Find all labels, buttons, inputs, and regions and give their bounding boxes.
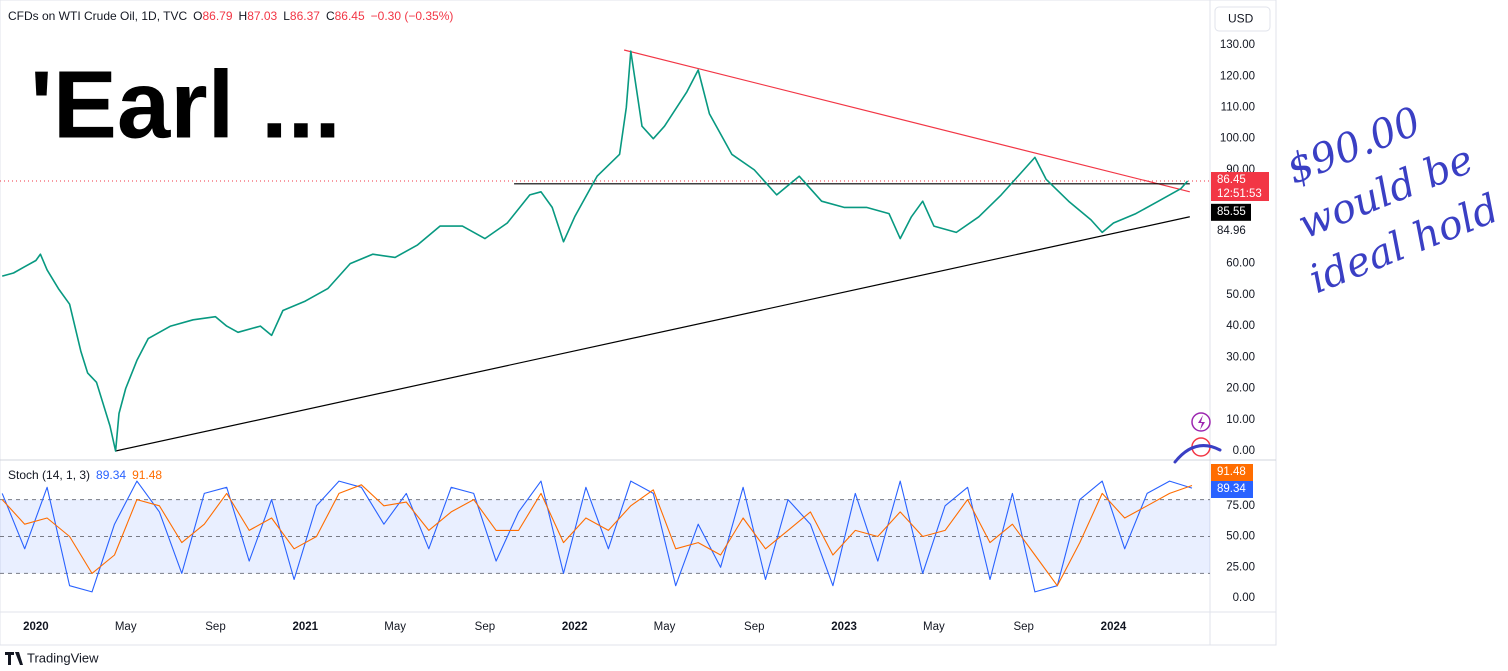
- y-tick-label: 20.00: [1226, 383, 1255, 395]
- y-tick-label: 75.00: [1226, 500, 1255, 512]
- x-tick-label: May: [654, 621, 676, 633]
- stoch-badge: [1211, 481, 1253, 498]
- series-line: [1, 50, 1189, 452]
- x-tick-label: May: [384, 621, 406, 633]
- x-tick-label: 2022: [562, 621, 588, 633]
- legend-header: CFDs on WTI Crude Oil, 1D, TVC O86.79 H87.…: [8, 9, 453, 23]
- stoch-legend: Stoch (14, 1, 3) 89.34 91.48: [8, 468, 162, 482]
- series-line: [1, 484, 1193, 587]
- x-tick-label: Sep: [205, 621, 225, 633]
- stoch-badge-label: 91.48: [1217, 466, 1246, 478]
- ohlc-key: O: [193, 9, 202, 23]
- y-tick-label: 100.00: [1220, 133, 1255, 145]
- overlay: CFDs on WTI Crude Oil, 1D, TVC O86.79 H87.…: [8, 9, 1127, 633]
- y-tick-label: 30.00: [1226, 351, 1255, 363]
- x-tick-label: Sep: [744, 621, 764, 633]
- logo: [5, 652, 23, 665]
- trendline: [115, 216, 1190, 452]
- ohlc-value: 87.03: [247, 9, 277, 23]
- x-tick-label: 2020: [23, 621, 49, 633]
- stoch-badge: [1211, 464, 1253, 481]
- hand-arc: [1173, 444, 1222, 464]
- y-tick-label: 120.00: [1220, 70, 1255, 82]
- y-tick-label: 110.00: [1221, 101, 1255, 113]
- x-tick-label: 2021: [293, 621, 319, 633]
- last-price-label: 86.45: [1217, 174, 1246, 186]
- stoch-value: 89.34: [96, 468, 126, 482]
- x-tick-label: Sep: [1013, 621, 1033, 633]
- y-tick-label: 40.00: [1226, 320, 1255, 332]
- price-pane: 0.0010.0020.0030.0040.0050.0060.0090.001…: [0, 39, 1269, 457]
- countdown: 12:51:53: [1217, 188, 1262, 200]
- series-line: [1, 480, 1193, 593]
- currency-button[interactable]: [1214, 6, 1271, 32]
- ohlc-value: 86.79: [203, 9, 233, 23]
- symbol-title: CFDs on WTI Crude Oil, 1D, TVC: [8, 9, 187, 23]
- ohlc-key: L: [283, 9, 290, 23]
- ohlc-key: H: [239, 9, 248, 23]
- annotation: 'Earl ...: [30, 51, 341, 158]
- frame: [0, 0, 1277, 646]
- y-tick-label: 25.00: [1226, 561, 1255, 573]
- trendline: [623, 49, 1190, 193]
- change: −0.30 (−0.35%): [371, 9, 454, 23]
- y-tick-label: 10.00: [1226, 414, 1255, 426]
- ohlc-value: 86.45: [335, 9, 365, 23]
- ohlc-value: 86.37: [290, 9, 320, 23]
- y-tick-label: 130.00: [1220, 39, 1255, 51]
- y-tick-label: 0.00: [1233, 592, 1255, 604]
- currency: USD: [1228, 12, 1254, 26]
- stoch-title: Stoch (14, 1, 3): [8, 468, 90, 482]
- level-label: 85.55: [1217, 206, 1246, 218]
- x-tick-label: May: [115, 621, 137, 633]
- ohlc-key: C: [326, 9, 335, 23]
- trend-label: 84.96: [1217, 225, 1246, 237]
- stoch-pane: 0.00 25.00 50.00 75.00 Stoch (14, 1, 3) 89.34…: [0, 464, 1255, 604]
- y-tick-label: 50.00: [1226, 531, 1255, 543]
- x-tick-label: 2024: [1101, 621, 1127, 633]
- stoch-badge-label: 89.34: [1217, 483, 1246, 495]
- bolt: [1198, 415, 1205, 430]
- x-tick-label: Sep: [475, 621, 495, 633]
- level-badge: [1211, 203, 1251, 221]
- y-tick-label: 0.00: [1233, 445, 1255, 457]
- stoch-value: 91.48: [132, 468, 162, 482]
- y-tick-label: 50.00: [1226, 289, 1255, 301]
- y-tick-label: 60.00: [1226, 258, 1255, 270]
- brand: TradingView: [27, 650, 99, 665]
- x-tick-label: 2023: [831, 621, 857, 633]
- x-tick-label: May: [923, 621, 945, 633]
- last-price-badge: [1211, 172, 1269, 202]
